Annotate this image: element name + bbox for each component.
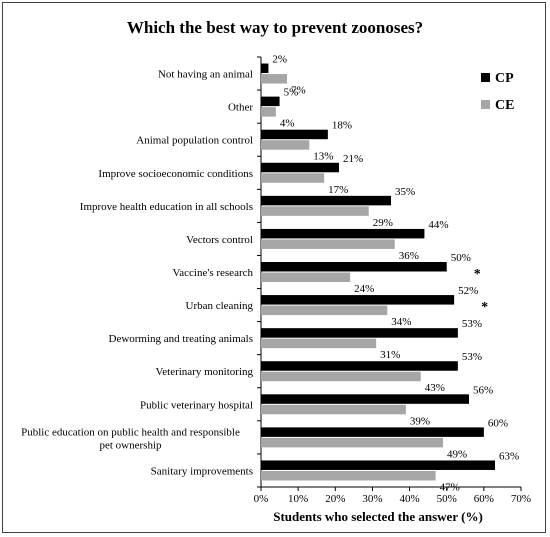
data-label-cp: 44% — [428, 219, 448, 231]
bar-cp — [261, 96, 280, 107]
category-label: Public education on public health and re… — [21, 426, 240, 451]
bar-ce — [261, 470, 436, 481]
data-label-cp: 52% — [458, 285, 478, 297]
bar-ce — [261, 338, 377, 349]
x-tick-label: 10% — [288, 493, 308, 505]
legend-label-ce: CE — [495, 98, 514, 113]
bar-ce — [261, 107, 276, 117]
bar-cp — [261, 361, 458, 371]
chart-frame: Which the best way to prevent zoonoses? … — [2, 2, 546, 533]
bar-ce — [261, 173, 325, 183]
bar-cp — [261, 295, 455, 305]
category-label: Not having an animal — [158, 69, 253, 81]
bar-ce — [261, 206, 369, 216]
data-label-ce: 43% — [425, 382, 445, 394]
category-label: Improve socioeconomic conditions — [98, 168, 253, 180]
data-label-cp: 5% — [284, 87, 299, 99]
bar-cp — [261, 129, 328, 140]
x-tick-label: 0% — [254, 493, 269, 505]
data-label-cp: 2% — [272, 54, 287, 66]
category-label: Urban cleaning — [186, 300, 254, 312]
data-label-cp: 21% — [343, 153, 363, 165]
legend-swatch-ce — [481, 100, 490, 109]
bar-cp — [261, 63, 269, 74]
data-label-ce: 4% — [280, 118, 295, 130]
category-label: Sanitary improvements — [151, 465, 253, 477]
bar-cp — [261, 460, 495, 470]
category-label: Improve health education in all schools — [80, 201, 253, 213]
data-label-ce: 49% — [447, 448, 467, 460]
data-label-ce: 13% — [313, 151, 333, 163]
data-label-cp: 53% — [462, 318, 482, 330]
bar-cp — [261, 195, 391, 206]
bar-cp — [261, 427, 484, 437]
bar-ce — [261, 305, 388, 316]
bar-cp — [261, 162, 339, 173]
category-label: Vectors control — [186, 234, 253, 246]
data-label-ce: 34% — [391, 316, 411, 328]
x-tick-label: 60% — [474, 493, 494, 505]
data-label-ce: 39% — [410, 415, 430, 427]
data-label-ce: 31% — [380, 349, 400, 361]
data-label-ce: 17% — [328, 184, 348, 196]
bar-cp — [261, 394, 469, 404]
plot-area: 0% 10% 20% 30% 40% 50% 60% 70% Not having an ani… — [21, 54, 531, 505]
data-label-ce: 24% — [354, 283, 374, 295]
bar-ce — [261, 404, 406, 415]
legend-label-cp: CP — [495, 71, 514, 86]
data-label-ce: 36% — [399, 250, 419, 262]
chart-title: Which the best way to prevent zoonoses? — [127, 18, 423, 37]
category-label: Vaccine's research — [173, 267, 254, 279]
bar-ce — [261, 239, 395, 249]
x-tick-label: 50% — [437, 493, 457, 505]
data-label-cp: 18% — [332, 120, 352, 132]
data-label-cp: 53% — [462, 351, 482, 363]
bar-cp — [261, 328, 458, 338]
bar-ce — [261, 437, 443, 448]
bar-ce — [261, 74, 287, 84]
x-tick-label: 20% — [325, 493, 345, 505]
bar-ce — [261, 371, 421, 382]
x-tick-label: 70% — [511, 493, 531, 505]
category-label: Veterinary monitoring — [156, 366, 254, 378]
category-label: Animal population control — [136, 135, 253, 147]
x-tick-label: 40% — [399, 493, 419, 505]
bar-cp — [261, 228, 425, 239]
legend-swatch-cp — [481, 73, 490, 82]
bar-ce — [261, 272, 351, 282]
data-label-ce: 7% — [291, 85, 306, 97]
legend: CP CE — [481, 71, 514, 113]
data-label-cp: 60% — [488, 417, 508, 429]
data-label-ce: 29% — [373, 217, 393, 229]
category-label: Deworming and treating animals — [109, 333, 254, 345]
bar-ce — [261, 140, 310, 150]
data-label-ce: 47% — [440, 481, 460, 493]
data-label-cp: 50% — [451, 252, 471, 264]
category-label: Other — [228, 102, 253, 114]
bar-chart: Which the best way to prevent zoonoses? … — [21, 18, 531, 524]
x-tick-label: 30% — [362, 493, 382, 505]
x-axis-label: Students who selected the answer (%) — [273, 509, 483, 524]
significance-marker: * — [474, 267, 481, 282]
bar-cp — [261, 262, 447, 272]
category-label: Public veterinary hospital — [140, 399, 253, 411]
data-label-cp: 35% — [395, 186, 415, 198]
significance-marker: * — [481, 300, 488, 315]
data-label-cp: 63% — [499, 450, 519, 462]
data-label-cp: 56% — [473, 384, 493, 396]
